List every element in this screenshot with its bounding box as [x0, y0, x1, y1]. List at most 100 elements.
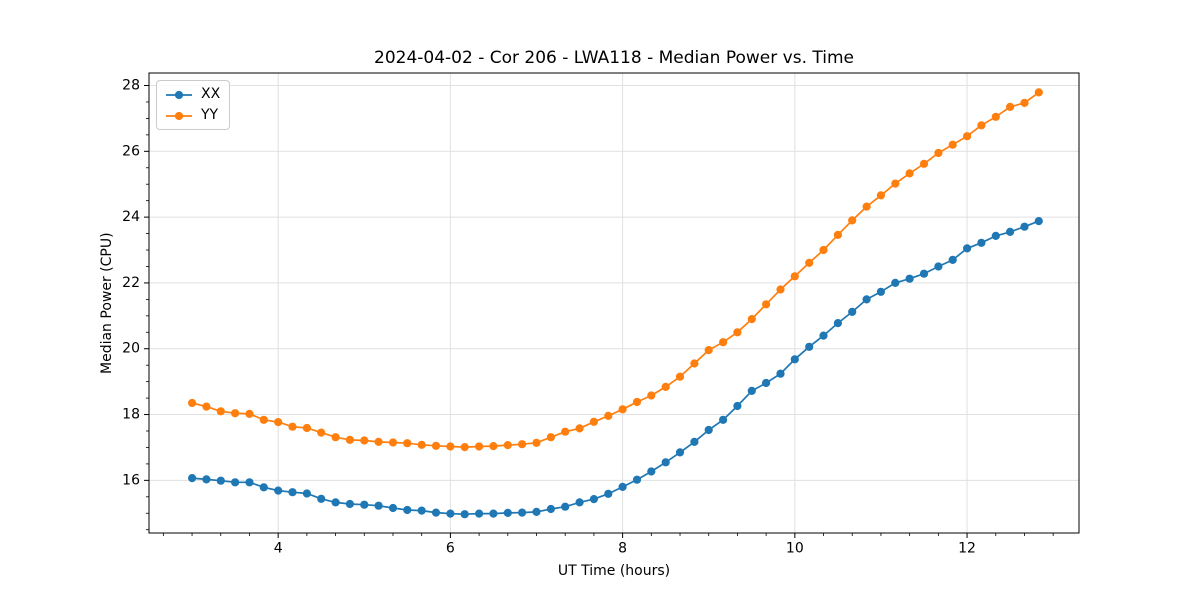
- data-point-XX: [475, 509, 484, 518]
- series-YY: [188, 88, 1043, 452]
- data-point-XX: [302, 489, 311, 498]
- data-point-YY: [948, 140, 957, 149]
- y-axis: 16 18 20 22 24 26 28: [122, 78, 149, 488]
- data-point-YY: [417, 440, 426, 449]
- data-point-XX: [202, 475, 211, 484]
- data-point-XX: [747, 386, 756, 395]
- y-axis-label: Median Power (CPU): [99, 232, 115, 374]
- legend-item-XX: XX: [164, 86, 220, 103]
- data-point-YY: [302, 423, 311, 433]
- legend: XX YY: [156, 80, 231, 130]
- data-point-YY: [805, 258, 814, 267]
- data-point-XX: [776, 369, 785, 378]
- data-point-XX: [575, 498, 584, 507]
- data-point-XX: [704, 425, 713, 435]
- data-point-XX: [632, 475, 642, 484]
- data-point-XX: [618, 482, 627, 491]
- data-point-YY: [1006, 102, 1015, 111]
- data-point-XX: [489, 509, 498, 518]
- data-point-YY: [905, 169, 914, 178]
- data-point-YY: [374, 437, 383, 446]
- data-point-XX: [431, 508, 441, 517]
- data-point-XX: [345, 499, 354, 509]
- data-point-XX: [288, 488, 297, 497]
- data-point-YY: [532, 438, 541, 447]
- legend-label: YY: [201, 107, 219, 123]
- data-point-YY: [632, 397, 642, 407]
- data-point-YY: [733, 328, 742, 337]
- data-point-YY: [388, 438, 398, 447]
- data-point-XX: [719, 415, 728, 424]
- data-point-XX: [188, 474, 197, 483]
- data-point-YY: [776, 285, 785, 294]
- data-point-YY: [819, 245, 828, 255]
- data-point-YY: [331, 433, 340, 442]
- data-point-YY: [259, 415, 268, 424]
- data-point-XX: [259, 483, 268, 492]
- data-point-YY: [274, 418, 283, 427]
- data-point-XX: [690, 437, 699, 446]
- data-point-XX: [460, 510, 469, 519]
- data-point-XX: [446, 509, 455, 518]
- data-point-XX: [934, 262, 943, 271]
- data-point-YY: [446, 442, 455, 451]
- data-point-YY: [963, 132, 972, 141]
- data-point-XX: [360, 500, 369, 509]
- series-XX: [188, 217, 1043, 519]
- data-point-YY: [1034, 88, 1043, 97]
- y-tick-label: 26: [122, 143, 140, 159]
- data-point-XX: [1020, 222, 1029, 231]
- data-point-YY: [862, 202, 871, 211]
- plot-frame: [148, 72, 1080, 534]
- data-point-XX: [790, 355, 799, 364]
- data-point-YY: [991, 112, 1000, 121]
- legend-line-sample: [166, 111, 192, 120]
- data-point-YY: [690, 359, 699, 368]
- data-point-YY: [245, 409, 254, 418]
- x-tick-label: 4: [274, 541, 283, 557]
- data-point-XX: [733, 401, 742, 411]
- data-point-XX: [561, 502, 570, 511]
- data-point-XX: [762, 378, 771, 388]
- data-point-YY: [934, 148, 943, 158]
- data-point-YY: [518, 440, 527, 449]
- data-point-XX: [647, 467, 656, 476]
- x-axis: 4 6 8 10 12: [274, 533, 976, 557]
- data-point-YY: [762, 300, 771, 309]
- data-point-YY: [188, 398, 197, 408]
- data-point-YY: [919, 159, 929, 168]
- data-point-XX: [317, 494, 326, 503]
- minor-ticks: [146, 101, 1054, 536]
- y-tick-label: 20: [122, 341, 140, 357]
- data-point-YY: [431, 441, 441, 450]
- data-point-YY: [891, 179, 900, 188]
- data-point-YY: [848, 216, 857, 225]
- data-point-YY: [747, 315, 756, 324]
- x-tick-label: 6: [446, 541, 455, 557]
- data-point-YY: [546, 433, 556, 442]
- data-point-XX: [216, 476, 225, 485]
- legend-line-sample: [166, 90, 192, 99]
- data-point-XX: [862, 295, 871, 304]
- data-point-XX: [231, 478, 240, 487]
- data-point-YY: [704, 346, 713, 355]
- data-point-YY: [1020, 98, 1029, 107]
- data-point-XX: [331, 498, 340, 507]
- series-line-XX: [192, 220, 1040, 516]
- data-point-YY: [360, 436, 369, 445]
- data-point-XX: [891, 278, 900, 287]
- data-point-XX: [274, 486, 283, 495]
- data-point-YY: [475, 442, 484, 451]
- data-point-YY: [661, 382, 670, 391]
- x-tick-label: 8: [618, 541, 627, 557]
- data-point-XX: [532, 507, 541, 516]
- data-point-XX: [991, 231, 1000, 240]
- data-point-XX: [589, 495, 599, 504]
- series-line-YY: [191, 91, 1040, 448]
- data-point-YY: [403, 439, 412, 448]
- data-point-XX: [919, 269, 929, 278]
- data-point-YY: [288, 422, 297, 431]
- data-point-YY: [647, 391, 656, 400]
